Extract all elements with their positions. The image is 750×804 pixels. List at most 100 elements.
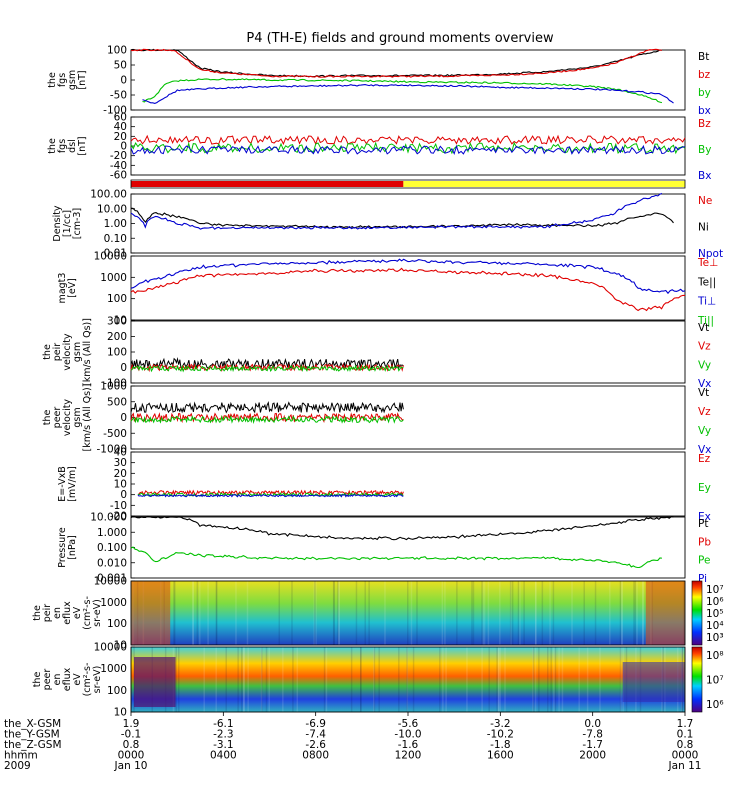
spectrogram-stripe [621, 581, 623, 645]
spectrogram-stripe [519, 581, 521, 645]
tick-label: 1.00 [104, 218, 127, 230]
legend-pressure-1: Pb [698, 536, 711, 548]
spectrogram-stripe [586, 647, 589, 712]
ylabel-line: gsm [72, 342, 83, 362]
ylabel-line: fgs [57, 139, 68, 153]
spectrogram-stripe [482, 581, 484, 645]
efield-trace-ex [137, 493, 404, 498]
spectrogram-stripe [268, 647, 271, 712]
bottom-value: 1.9 [123, 718, 140, 730]
spectrogram-stripe [532, 647, 534, 712]
spectrogram-stripe [207, 581, 209, 645]
bottom-value: 0000 [118, 750, 145, 762]
peir-trace-vz [130, 363, 404, 373]
ylabel-line: velocity [62, 399, 73, 437]
spectrogram-hot-region [131, 581, 171, 645]
bottom-value: -0.1 [121, 729, 142, 741]
spectrogram-stripe [292, 647, 294, 712]
panel-frame [130, 116, 686, 176]
spectrogram-stripe [261, 647, 263, 712]
tick-label: 0.01 [104, 248, 127, 260]
panel-peir-velocity: the peir velocity gsm [km/s (All Qs)] 300 200 1… [42, 316, 711, 391]
legend-peer-velocity-2: Vy [698, 425, 711, 437]
spectrogram-stripe [471, 581, 473, 645]
spectrogram-stripe [315, 581, 317, 645]
legend-pressure-3: Pi [698, 573, 707, 585]
panel-frame [130, 49, 686, 111]
colorbar-label: 10⁷ [706, 675, 724, 687]
series-density-Ni [130, 207, 674, 229]
spectrogram-stripe [378, 647, 380, 712]
bottom-value: Jan 11 [668, 760, 702, 772]
colorbar-label: 10⁴ [706, 620, 724, 632]
spectrogram-stripe [552, 581, 555, 645]
spectrogram-stripe [510, 581, 512, 645]
spectrogram-stripe [621, 581, 623, 645]
tick-label: 10 [114, 707, 127, 719]
tick-label: -1000 [96, 444, 127, 456]
tick-label: 10000 [94, 251, 127, 263]
colorbar-label: 10⁸ [706, 650, 724, 662]
tick-label: -20 [110, 511, 127, 523]
spectrogram-stripe [338, 581, 340, 645]
spectrogram-stripe [243, 647, 245, 712]
bottom-row-label: the_Z-GSM [4, 739, 62, 751]
tick-label: 0.010 [97, 557, 127, 569]
status-bar-yellow [403, 181, 685, 187]
spectrogram-stripe [364, 581, 366, 645]
ylabel-line: magt3 [57, 273, 68, 304]
ylabel-line: [nPa] [67, 535, 78, 560]
panel-temperature: magt3 [eV] 10000 1000 100 10 Te⊥ Te|| Ti⊥ Ti|| [57, 251, 718, 328]
spectrogram-stripe [235, 581, 237, 645]
legend-fgs-gsm-2: by [698, 87, 711, 99]
spectrogram-stripe [350, 647, 353, 712]
spectrogram-stripe [398, 647, 400, 712]
spectrogram-stripe [558, 647, 560, 712]
ylabel-line: (cm²-s- [82, 663, 93, 697]
spectrogram-stripe [561, 647, 564, 712]
bottom-value: 0.8 [677, 739, 694, 751]
spectrogram-stripe [599, 647, 601, 712]
colorbar-label: 10⁶ [706, 699, 724, 711]
ylabel-line: [nT] [77, 136, 88, 155]
spectrogram-stripe [496, 647, 498, 712]
spectrogram-stripe [355, 581, 358, 645]
spectrogram-stripe [554, 647, 557, 712]
spectrogram-stripe [487, 581, 490, 645]
spectrogram-stripe [483, 581, 486, 645]
spectrogram-stripe [243, 647, 245, 712]
bottom-value: -1.7 [582, 739, 603, 751]
ylabel-line: the [32, 672, 43, 688]
legend-fgs-gsm-0: Bt [698, 51, 709, 63]
spectrogram-stripe [241, 647, 243, 712]
ylabel-line: peer [42, 669, 53, 691]
spectrogram-stripe [642, 581, 644, 645]
spectrogram-stripe [481, 581, 483, 645]
legend-density-2: Npot [698, 248, 723, 260]
ylabel-line: [km/s (All Qs)] [82, 318, 93, 386]
series-fgs-gsm-by [142, 77, 663, 104]
spectrogram-stripe [199, 581, 201, 645]
ylabel-line: eV [72, 673, 83, 686]
tick-label: 1000 [100, 663, 127, 675]
spectrogram-stripe [192, 581, 195, 645]
tick-label: 10000 [94, 642, 127, 654]
tick-label: 0 [120, 141, 127, 153]
spectrogram-stripe [583, 581, 585, 645]
colorbar-peir-spec [691, 580, 703, 646]
spectrogram-stripe [535, 581, 537, 645]
spectrogram-stripe [504, 647, 506, 712]
bottom-value: -10.2 [487, 729, 514, 741]
ylabel-line: the [47, 72, 58, 88]
legend-density-1: Ni [698, 222, 709, 234]
peer-trace-vt [130, 401, 404, 414]
spectrogram-stripe [260, 647, 263, 712]
spectrogram-stripe [333, 581, 335, 645]
spectrogram-stripe [444, 581, 446, 645]
spectrogram-stripe [192, 581, 194, 645]
legend-density-0: Ne [698, 195, 712, 207]
legend-temperature-2: Ti⊥ [697, 296, 716, 308]
